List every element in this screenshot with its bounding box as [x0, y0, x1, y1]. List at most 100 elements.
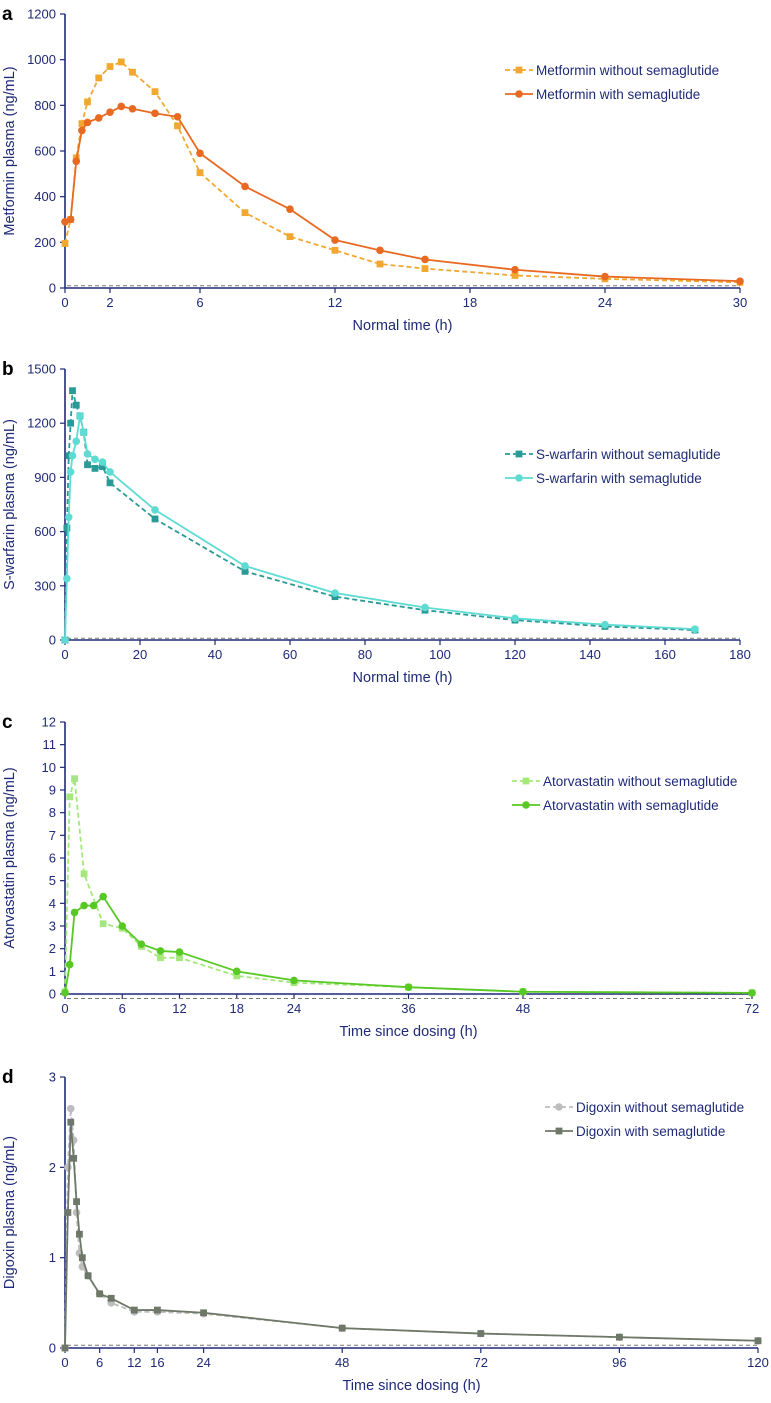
- x-tick-label: 0: [61, 1001, 68, 1016]
- data-point: [241, 182, 249, 191]
- x-tick-label: 30: [733, 295, 747, 310]
- x-tick-label: 36: [401, 1001, 415, 1016]
- data-point: [61, 989, 69, 997]
- data-point: [67, 1118, 75, 1126]
- data-point: [84, 461, 91, 469]
- data-point: [79, 428, 88, 437]
- data-point: [106, 63, 114, 70]
- data-point: [477, 1330, 485, 1337]
- data-point: [241, 567, 249, 575]
- y-axis-title: Digoxin plasma (ng/mL): [2, 1136, 18, 1289]
- data-point: [106, 108, 114, 116]
- panel-b: b 0 300 600 900 1200 1500 0 20 40 60 80 100 120 140 160…: [2, 359, 751, 686]
- legend-label: S-warfarin without semaglutide: [536, 447, 721, 462]
- x-tick-label: 160: [654, 647, 676, 662]
- y-tick-label: 7: [49, 828, 56, 843]
- x-axis-title: Normal time (h): [353, 318, 453, 334]
- legend-label: S-warfarin with semaglutide: [536, 471, 702, 486]
- series-line-2: [64, 1121, 759, 1349]
- x-tick-label: 40: [208, 647, 222, 662]
- y-tick-label: 3: [49, 1070, 56, 1085]
- legend-label: Metformin without semaglutide: [536, 63, 719, 78]
- y-tick-label: 600: [34, 144, 56, 159]
- x-tick-label: 12: [328, 295, 342, 310]
- data-point: [61, 1344, 69, 1352]
- x-axis-title: Time since dosing (h): [339, 1024, 477, 1040]
- x-axis-title: Normal time (h): [353, 670, 453, 686]
- data-point: [98, 458, 107, 466]
- data-point: [736, 277, 744, 285]
- data-point: [511, 614, 519, 623]
- data-point: [80, 870, 88, 878]
- legend-swatch-marker: [555, 1127, 563, 1135]
- legend-swatch-marker: [522, 801, 530, 809]
- y-tick-label: 2: [49, 1160, 56, 1175]
- data-point: [421, 255, 429, 264]
- data-point: [754, 1337, 762, 1345]
- y-tick-label: 900: [34, 470, 56, 485]
- data-point: [129, 68, 136, 76]
- data-point: [421, 265, 429, 272]
- data-point: [691, 625, 699, 633]
- y-axis-title: Metformin plasma (ng/mL): [2, 66, 18, 235]
- panel-letter: a: [2, 4, 13, 25]
- x-tick-label: 140: [579, 647, 601, 662]
- data-point: [511, 265, 519, 274]
- data-point: [67, 419, 75, 427]
- data-point: [157, 954, 164, 962]
- y-tick-label: 12: [42, 715, 56, 730]
- data-point: [128, 104, 137, 113]
- y-tick-label: 4: [49, 896, 56, 911]
- data-point: [519, 987, 527, 996]
- y-tick-label: 1000: [27, 52, 56, 67]
- data-point: [196, 169, 204, 177]
- legend-swatch-marker: [555, 1103, 563, 1111]
- data-point: [241, 209, 249, 217]
- data-point: [65, 960, 74, 969]
- series-line-2: [64, 105, 741, 283]
- legend-label: Atorvastatin with semaglutide: [543, 798, 719, 813]
- data-point: [117, 102, 126, 111]
- x-tick-label: 72: [745, 1001, 759, 1016]
- data-point: [233, 972, 241, 980]
- y-axis-title: Atorvastatin plasma (ng/mL): [2, 767, 18, 948]
- y-tick-label: 1: [49, 1250, 56, 1265]
- data-point: [376, 246, 384, 255]
- x-tick-label: 6: [96, 1355, 103, 1370]
- data-point: [151, 109, 159, 118]
- x-tick-label: 72: [474, 1355, 488, 1370]
- x-tick-label: 60: [283, 647, 297, 662]
- data-point: [61, 636, 69, 644]
- data-point: [331, 236, 339, 244]
- x-tick-label: 100: [429, 647, 451, 662]
- x-tick-label: 24: [287, 1001, 301, 1016]
- data-point: [68, 451, 77, 460]
- x-tick-label: 6: [119, 1001, 126, 1016]
- legend-swatch-marker: [515, 450, 523, 458]
- data-point: [80, 901, 88, 910]
- data-point: [117, 58, 125, 66]
- y-tick-label: 0: [49, 987, 56, 1002]
- data-point: [76, 1230, 83, 1238]
- y-tick-label: 10: [42, 760, 56, 775]
- data-point: [78, 1254, 86, 1262]
- x-tick-label: 120: [504, 647, 526, 662]
- x-tick-label: 16: [150, 1355, 164, 1370]
- data-point: [748, 989, 756, 997]
- y-tick-label: 5: [49, 873, 56, 888]
- data-point: [376, 260, 384, 268]
- series-line-2: [64, 895, 753, 994]
- data-point: [151, 515, 159, 523]
- data-point: [286, 233, 294, 241]
- data-point: [106, 479, 114, 487]
- data-point: [99, 463, 106, 470]
- data-point: [69, 387, 76, 395]
- data-point: [154, 1306, 161, 1314]
- x-tick-label: 18: [463, 295, 477, 310]
- legend-swatch-marker: [515, 66, 523, 74]
- data-point: [72, 401, 80, 409]
- legend-swatch-marker: [515, 474, 523, 482]
- data-point: [200, 1309, 207, 1317]
- data-point: [290, 976, 298, 985]
